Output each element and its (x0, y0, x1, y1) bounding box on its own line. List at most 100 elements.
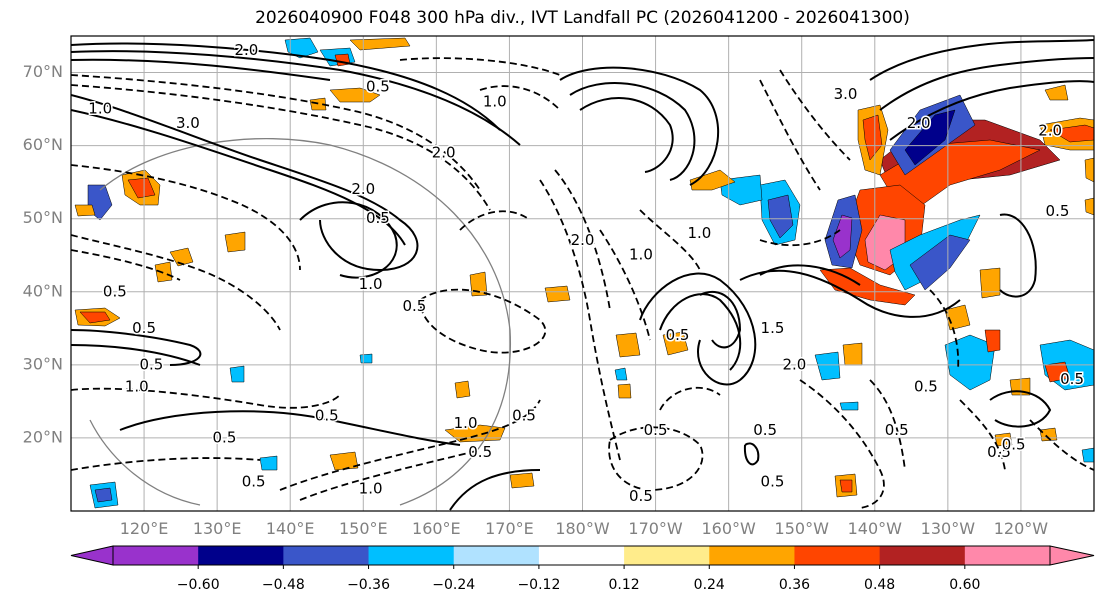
ivt-contour-positive (449, 469, 541, 511)
divergence-patch (1081, 447, 1094, 463)
contour-label: 0.5 (366, 78, 390, 96)
ivt-contour-negative (479, 85, 561, 111)
ivt-contour-positive (639, 272, 757, 386)
contour-label: 0.5 (213, 428, 237, 446)
ivt-contour-positive (71, 42, 501, 131)
longitude-label: 150°W (775, 519, 830, 538)
ivt-contour-positive (699, 290, 742, 349)
contour-label: 1.0 (483, 92, 507, 110)
longitude-label: 180°W (555, 519, 610, 538)
colorbar: −0.60 −0.48 −0.36 −0.24 −0.12 0.12 0.24 0.36 0.4… (70, 545, 1095, 593)
divergence-patch (615, 332, 641, 358)
ivt-contour-positive (71, 58, 331, 81)
colorbar-tick-label: 0.36 (779, 577, 810, 593)
contour-label: 0.5 (914, 377, 938, 395)
contour-label: 2.0 (907, 114, 931, 132)
contour-label: 0.5 (1046, 202, 1070, 220)
ivt-contour-positive (559, 66, 720, 186)
colorbar-swatch (283, 546, 370, 565)
contour-label: 0.5 (1002, 436, 1026, 454)
colorbar-swatch (198, 546, 284, 565)
latitude-labels: 70°N 60°N 50°N 40°N 30°N 20°N (23, 62, 63, 446)
longitude-label: 130°E (193, 519, 242, 538)
contour-label: 1.0 (88, 100, 112, 118)
ivt-contour-negative (608, 426, 704, 491)
ivt-contour-negative (459, 210, 531, 231)
longitude-label: 160°E (412, 519, 461, 538)
contour-label: 0.5 (512, 407, 536, 425)
colorbar-tick-label: 0.48 (864, 577, 895, 593)
longitude-label: 120°E (120, 519, 169, 538)
ivt-contour-positive (119, 410, 461, 446)
contour-label: 0.5 (242, 472, 266, 490)
divergence-patch (617, 383, 632, 399)
ivt-contour-negative (759, 229, 841, 247)
colorbar-tick-label: −0.60 (177, 577, 220, 593)
divergence-patch (94, 487, 113, 503)
map-frame (70, 35, 1095, 512)
ivt-contour-negative (71, 249, 181, 281)
divergence-patch (284, 37, 319, 59)
divergence-patch (74, 204, 96, 217)
ivt-contour-negative (71, 387, 341, 409)
contour-label: 1.0 (359, 480, 383, 498)
map-fields (74, 37, 1094, 509)
colorbar-tick-label: 0.24 (694, 577, 725, 593)
longitude-label: 140°W (848, 519, 903, 538)
divergence-patch (1049, 124, 1094, 143)
map-gridlines (71, 36, 1094, 511)
divergence-patch (1044, 84, 1069, 101)
contour-label: 0.5 (629, 487, 653, 505)
colorbar-swatch (113, 546, 199, 565)
ivt-contour-negative (279, 399, 541, 491)
divergence-patch (984, 329, 1001, 353)
ivt-contour-positive (71, 344, 201, 366)
divergence-patch (814, 351, 841, 381)
ivt-contour-positive (743, 442, 760, 466)
divergence-patch (79, 311, 111, 324)
divergence-patch (509, 472, 535, 489)
ivt-contour-positive (71, 94, 419, 272)
contour-label: 2.0 (571, 231, 595, 249)
divergence-patch (1084, 197, 1094, 216)
contour-label: 0.5 (315, 407, 339, 425)
divergence-patch (349, 37, 411, 51)
divergence-patch (979, 267, 1001, 299)
longitude-labels: 120°E 130°E 140°E 150°E 160°E 170°E 180°W 170°W… (120, 519, 1049, 538)
contour-label: 3.0 (176, 114, 200, 132)
ivt-contour-negative (639, 209, 701, 271)
divergence-patch (544, 285, 571, 303)
latitude-label: 70°N (23, 62, 63, 81)
ivt-contour-negative (929, 289, 960, 371)
divergence-patch (127, 177, 156, 199)
contour-label: 0.5 (103, 282, 127, 300)
ivt-contour-negative (299, 449, 481, 501)
colorbar-swatch (794, 546, 881, 565)
ivt-contour-negative (779, 69, 851, 161)
colorbar-under-extension (70, 545, 114, 566)
colorbar-swatch (624, 546, 710, 565)
latitude-label: 20°N (23, 427, 63, 446)
divergence-patch (689, 169, 736, 191)
contour-label: 2.0 (1038, 122, 1062, 140)
divergence-patch (169, 247, 194, 267)
chart-title: 2026040900 F048 300 hPa div., IVT Landfa… (255, 8, 910, 28)
latitude-label: 50°N (23, 208, 63, 227)
divergence-patch (454, 380, 471, 399)
colorbar-frame (112, 545, 1051, 566)
colorbar-swatch (368, 546, 455, 565)
ivt-contour-negative (599, 229, 651, 341)
colorbar-tick-label: 0.60 (949, 577, 980, 593)
ivt-contour-negative (71, 164, 301, 271)
colorbar-tick-label: 0.12 (609, 577, 640, 593)
contour-label: 1.5 (761, 319, 785, 337)
ivt-contour-positive (759, 264, 861, 286)
longitude-label: 130°W (921, 519, 976, 538)
ivt-contour-positive (869, 39, 1094, 81)
contour-label: 0.5 (403, 297, 427, 315)
divergence-patch (1044, 361, 1071, 383)
latitude-label: 40°N (23, 281, 63, 300)
divergence-patch (842, 342, 863, 366)
colorbar-swatch (453, 546, 540, 565)
